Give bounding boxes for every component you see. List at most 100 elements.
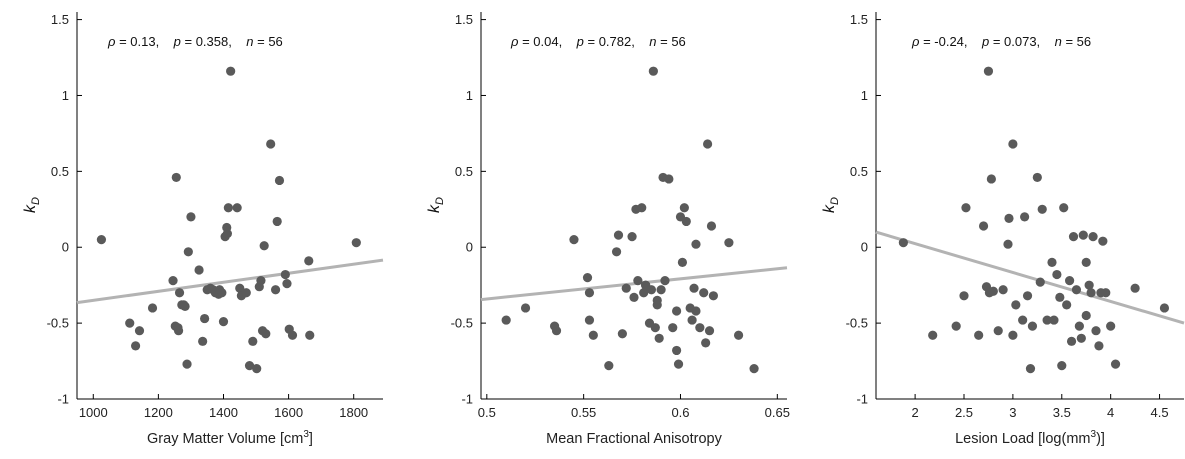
data-point <box>1047 257 1057 268</box>
data-point <box>241 288 251 298</box>
data-point <box>1159 303 1170 313</box>
data-point <box>993 326 1003 336</box>
x-tick-label: 2 <box>911 405 918 420</box>
data-point <box>677 257 688 268</box>
data-point <box>125 318 135 328</box>
data-point <box>998 285 1008 295</box>
x-tick-label: 4.5 <box>1151 405 1169 420</box>
data-point <box>173 326 184 336</box>
data-point <box>1081 257 1091 268</box>
data-point <box>1032 172 1042 183</box>
data-point <box>261 329 271 339</box>
data-point <box>633 276 643 286</box>
data-point <box>520 303 531 313</box>
data-point <box>951 321 961 331</box>
data-point <box>1008 139 1018 149</box>
stats-annotation: ρ = 0.13, p = 0.358, n = 56 <box>107 34 283 49</box>
data-point <box>223 203 233 213</box>
data-point <box>724 238 734 248</box>
x-tick-label: 1000 <box>79 405 108 420</box>
y-tick-label: -1 <box>57 392 69 407</box>
data-point <box>1074 321 1084 331</box>
data-point <box>928 330 938 340</box>
data-point <box>218 317 229 327</box>
data-point <box>691 239 701 249</box>
data-point <box>1062 300 1072 310</box>
data-point <box>171 172 181 183</box>
panel-gray-matter: -1 -0.5 0 0.5 1 1.5 1000 1200 1400 1600 1800 Gray M… <box>22 12 384 447</box>
data-point <box>304 256 314 266</box>
x-tick-label: 1200 <box>144 405 173 420</box>
data-point <box>1076 333 1086 343</box>
x-tick-label: 3.5 <box>1053 405 1071 420</box>
data-point <box>270 285 281 295</box>
y-tick-label: 0.5 <box>51 164 69 179</box>
data-point <box>1084 280 1094 290</box>
x-tick-label: 3 <box>1009 405 1016 420</box>
data-point <box>652 300 662 310</box>
data-point <box>664 174 674 184</box>
panel-lesion: -1 -0.5 0 0.5 1 1.5 2 2.5 3 3.5 4 4.5 Lesion Load [l… <box>821 12 1185 447</box>
data-point <box>134 326 145 336</box>
data-point <box>689 283 699 293</box>
data-point <box>235 283 245 293</box>
y-tick-label: 0.5 <box>455 164 473 179</box>
x-tick-label: 1800 <box>339 405 368 420</box>
data-point <box>656 285 666 295</box>
data-point <box>259 241 269 251</box>
data-point <box>637 203 647 213</box>
data-point <box>588 330 598 340</box>
x-tick-label: 4 <box>1107 405 1114 420</box>
data-point <box>733 330 744 340</box>
data-point <box>182 359 192 369</box>
data-point <box>256 276 266 286</box>
data-point <box>898 238 908 248</box>
regression-line <box>76 258 384 305</box>
y-tick-label: 0.5 <box>850 164 868 179</box>
data-point <box>1101 288 1111 298</box>
y-tick-label: 1 <box>62 88 69 103</box>
y-axis-title: kD <box>22 197 42 213</box>
x-tick-label: 2.5 <box>955 405 973 420</box>
data-point <box>272 216 282 227</box>
data-point <box>1042 315 1052 325</box>
y-tick-label: 0 <box>861 240 868 255</box>
data-point <box>650 323 660 333</box>
data-point <box>672 345 682 356</box>
data-point <box>668 323 678 333</box>
data-point <box>1035 277 1045 287</box>
data-point <box>704 326 715 336</box>
data-point <box>672 306 682 316</box>
data-point <box>584 315 595 325</box>
data-point <box>604 361 614 371</box>
data-point <box>988 286 998 296</box>
data-point <box>168 276 178 286</box>
data-point <box>691 306 701 316</box>
data-point <box>1011 300 1021 310</box>
data-point <box>621 283 631 293</box>
data-point <box>1091 326 1101 336</box>
data-point <box>351 238 361 248</box>
data-point <box>687 315 697 325</box>
data-point <box>274 175 285 186</box>
y-tick-label: 1 <box>466 88 473 103</box>
data-point <box>639 288 649 298</box>
stats-annotation: ρ = -0.24, p = 0.073, n = 56 <box>911 34 1091 49</box>
data-point <box>183 247 193 257</box>
data-point <box>1055 292 1065 302</box>
data-point <box>986 174 996 184</box>
data-point <box>96 235 107 245</box>
data-point <box>1130 283 1140 293</box>
data-point <box>1022 291 1033 301</box>
stats-annotation: ρ = 0.04, p = 0.782, n = 56 <box>510 34 686 49</box>
data-point <box>983 66 994 76</box>
y-tick-label: -1 <box>856 392 868 407</box>
x-tick-label: 0.5 <box>478 405 496 420</box>
data-point <box>1004 213 1014 223</box>
data-point <box>569 235 579 245</box>
data-point <box>648 66 658 76</box>
data-point <box>681 216 691 227</box>
data-point <box>961 203 971 213</box>
